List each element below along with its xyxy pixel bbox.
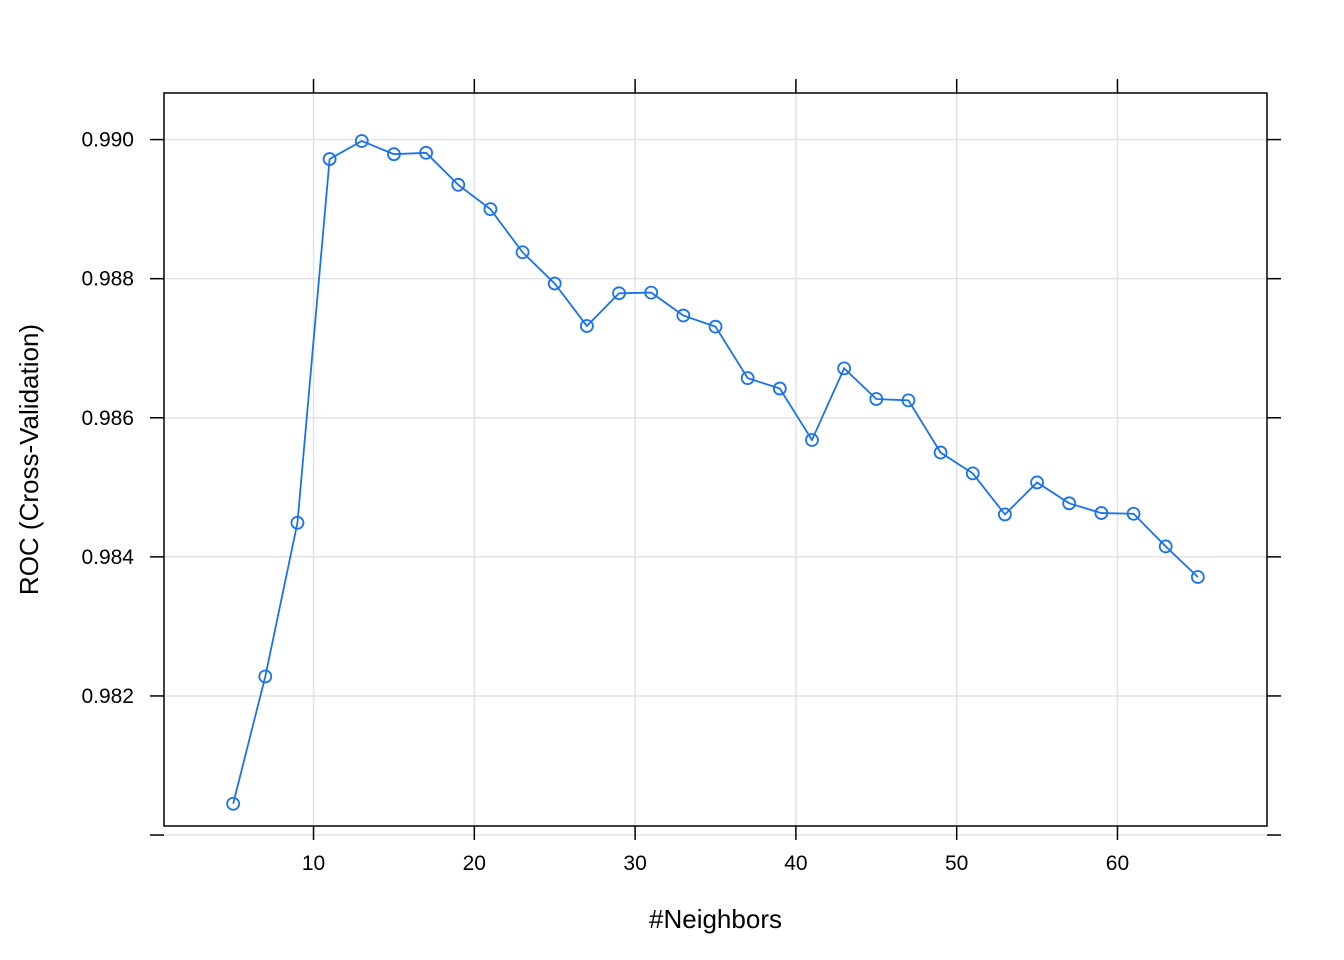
axes: 10 20 30 40 50 60 0.982 0.984 0.986 0.988 0.990 [81, 79, 1281, 875]
y-tick-label: 0.986 [81, 407, 134, 430]
y-tick-label: 0.982 [81, 685, 134, 708]
data-point [837, 361, 852, 376]
data-point [901, 393, 916, 408]
data-point [1030, 475, 1044, 490]
data-point [1094, 506, 1109, 520]
y-tick-label: 0.990 [81, 129, 134, 152]
data-point [226, 796, 241, 811]
x-tick-label: 10 [302, 852, 325, 875]
data-point [644, 285, 659, 300]
x-tick-label: 20 [463, 852, 486, 875]
data-point [322, 152, 337, 166]
series-line [232, 139, 1199, 804]
data-point [515, 245, 530, 260]
grid-lines [164, 93, 1267, 836]
data-point [612, 286, 626, 301]
data-point [1190, 570, 1205, 584]
data-point [290, 515, 305, 530]
y-axis-title: ROC (Cross-Validation) [14, 324, 44, 595]
data-point [805, 433, 819, 447]
data-point [708, 319, 723, 334]
data-point [998, 507, 1012, 522]
x-tick-label: 30 [623, 852, 646, 875]
y-tick-label: 0.988 [81, 268, 134, 291]
data-point [483, 202, 498, 217]
y-tick-label: 0.984 [81, 546, 134, 569]
data-point [740, 371, 755, 386]
data-point [547, 276, 562, 291]
data-point [869, 392, 884, 406]
x-tick-label: 50 [945, 852, 968, 875]
data-point [965, 466, 980, 481]
data-point [772, 381, 787, 396]
x-axis-title: #Neighbors [649, 904, 782, 934]
data-point [419, 145, 433, 160]
plot-frame [163, 92, 1268, 827]
data-series [226, 134, 1205, 811]
data-point [1062, 496, 1077, 511]
data-point [354, 134, 369, 148]
data-point [676, 308, 691, 323]
data-point [933, 445, 948, 460]
data-point [258, 669, 273, 684]
data-point [1158, 539, 1173, 554]
x-tick-label: 40 [784, 852, 807, 875]
data-point [387, 147, 401, 162]
data-point [579, 319, 594, 333]
data-point [451, 177, 466, 192]
data-point [1126, 506, 1141, 521]
x-tick-label: 60 [1106, 852, 1129, 875]
